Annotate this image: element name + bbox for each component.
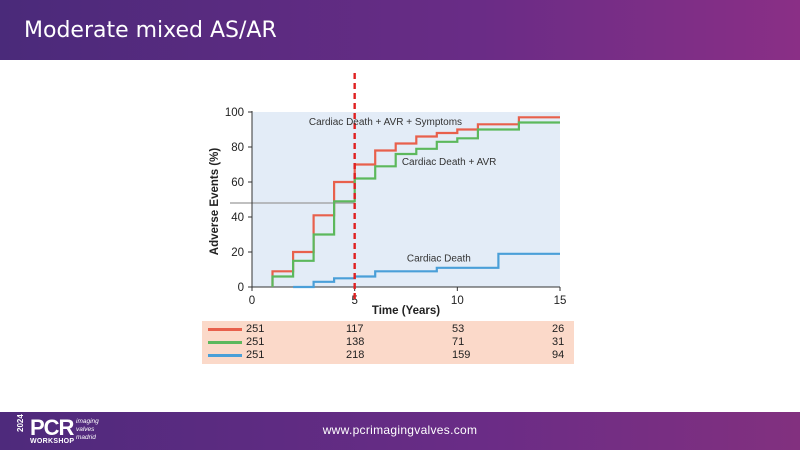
footer-website-link[interactable]: www.pcrimagingvalves.com: [322, 423, 478, 437]
x-axis-label: Time (Years): [372, 305, 440, 317]
risk-row-death: 251 218 159 94: [202, 349, 574, 362]
risk-cell: 26: [552, 323, 565, 335]
risk-cell: 251: [246, 323, 265, 335]
risk-cell: 53: [452, 323, 465, 335]
series-annotation: Cardiac Death + AVR: [402, 157, 497, 168]
slide-header: Moderate mixed AS/AR: [0, 0, 800, 60]
risk-row-avr: 251 138 71 31: [202, 336, 574, 349]
y-tick-label: 40: [231, 212, 244, 224]
series-avr-line: [271, 121, 560, 287]
slide-footer: 2024 PCR WORKSHOP imaging valves madrid …: [0, 412, 800, 450]
logo-brand: PCR: [30, 415, 74, 440]
risk-cell: 71: [452, 336, 465, 348]
numbers-at-risk-table: 251 117 53 26 251 138 71 31 251 218 159 …: [202, 321, 574, 364]
risk-cell: 218: [346, 349, 365, 361]
y-tick-label: 20: [231, 247, 244, 259]
pcr-workshop-logo: 2024 PCR WORKSHOP imaging valves madrid: [12, 414, 112, 448]
risk-cell: 251: [246, 336, 265, 348]
series-annotation: Cardiac Death: [407, 253, 471, 264]
risk-cell: 138: [346, 336, 365, 348]
risk-cell: 159: [452, 349, 471, 361]
y-axis-label: Adverse Events (%): [209, 148, 221, 256]
series-annotation: Cardiac Death + AVR + Symptoms: [309, 117, 462, 128]
risk-swatch-avr: [208, 341, 242, 344]
risk-cell: 251: [246, 349, 265, 361]
plot-area: [252, 112, 560, 287]
kaplan-meier-chart: 0 20 40 60 80 100 0 5 10 15 Time (Years) Adverse Ev…: [209, 73, 567, 317]
logo-workshop: WORKSHOP: [30, 438, 75, 445]
logo-line-madrid: madrid: [76, 434, 96, 441]
risk-row-symptoms: 251 117 53 26: [202, 323, 574, 336]
slide-title: Moderate mixed AS/AR: [24, 18, 277, 43]
risk-cell: 31: [552, 336, 565, 348]
logo-line-imaging: imaging: [76, 418, 99, 425]
y-tick-label: 60: [231, 177, 244, 189]
x-tick-label: 15: [554, 295, 567, 307]
risk-swatch-symptoms: [208, 328, 242, 331]
y-tick-label: 0: [238, 282, 244, 294]
risk-cell: 117: [346, 323, 364, 335]
x-tick-label: 10: [451, 295, 464, 307]
y-tick-label: 80: [231, 142, 244, 154]
series-death-line: [293, 252, 560, 289]
y-tick-label: 100: [225, 107, 244, 119]
risk-cell: 94: [552, 349, 565, 361]
x-tick-label: 5: [351, 295, 357, 307]
x-tick-label: 0: [249, 295, 255, 307]
risk-swatch-death: [208, 354, 242, 357]
logo-line-valves: valves: [76, 426, 95, 433]
